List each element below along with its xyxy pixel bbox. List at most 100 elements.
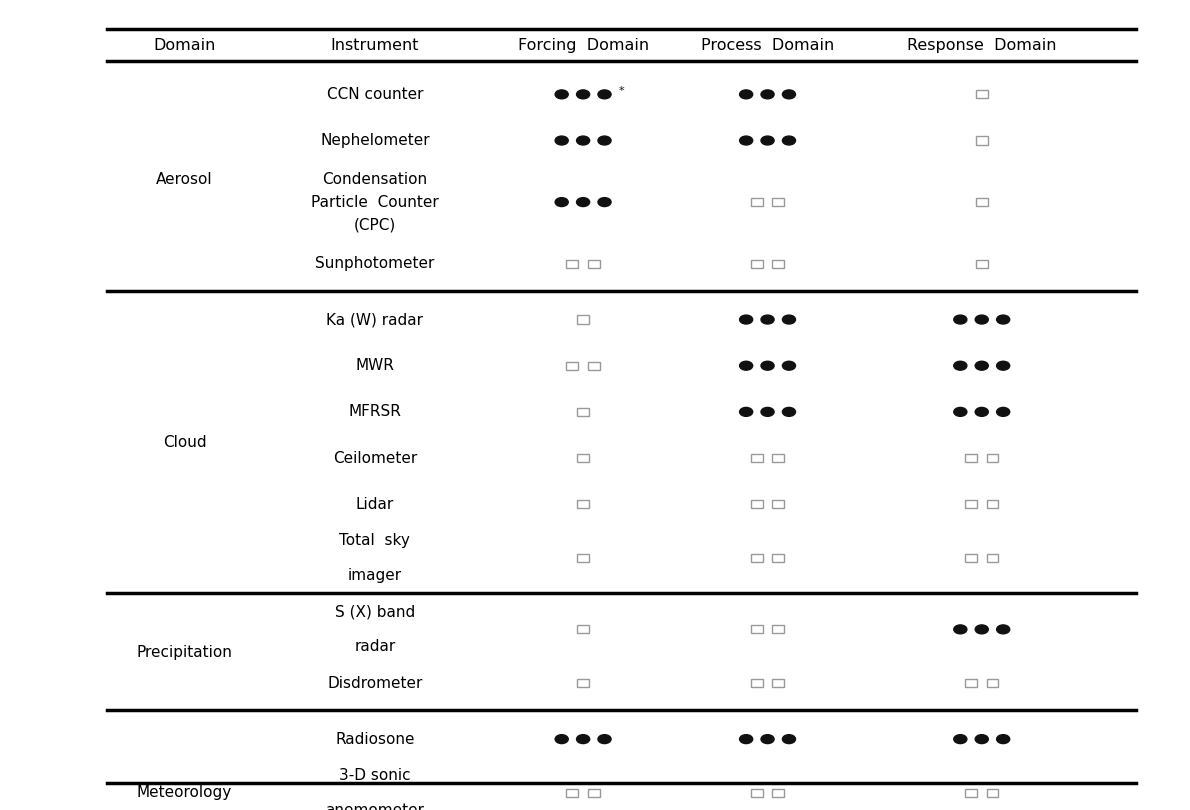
Text: Radiosone: Radiosone (336, 731, 414, 747)
Bar (566, 362, 578, 370)
Bar (976, 90, 988, 98)
Text: Ceilometer: Ceilometer (333, 450, 416, 466)
Bar (751, 680, 763, 688)
Circle shape (997, 735, 1009, 744)
Text: MWR: MWR (356, 358, 394, 373)
Circle shape (954, 361, 966, 370)
Text: Process  Domain: Process Domain (701, 38, 834, 53)
Text: Instrument: Instrument (331, 38, 419, 53)
Text: Meteorology: Meteorology (137, 786, 232, 800)
Circle shape (599, 90, 612, 99)
Bar (976, 136, 988, 145)
Bar (577, 680, 589, 688)
Circle shape (783, 315, 795, 324)
Circle shape (997, 625, 1009, 634)
Circle shape (762, 136, 775, 145)
Bar (987, 789, 998, 797)
Bar (751, 625, 763, 633)
Circle shape (954, 625, 966, 634)
Bar (577, 625, 589, 633)
Bar (772, 259, 784, 267)
Bar (751, 789, 763, 797)
Circle shape (976, 625, 989, 634)
Text: Response  Domain: Response Domain (907, 38, 1057, 53)
Circle shape (740, 407, 752, 416)
Text: imager: imager (347, 568, 402, 583)
Circle shape (954, 315, 966, 324)
Bar (751, 501, 763, 509)
Text: CCN counter: CCN counter (326, 87, 424, 102)
Circle shape (762, 735, 775, 744)
Circle shape (783, 90, 795, 99)
Circle shape (577, 198, 590, 207)
Circle shape (762, 361, 775, 370)
Bar (965, 789, 977, 797)
Circle shape (997, 361, 1009, 370)
Bar (566, 259, 578, 267)
Bar (751, 259, 763, 267)
Bar (577, 408, 589, 416)
Bar (772, 198, 784, 207)
Circle shape (976, 361, 989, 370)
Circle shape (740, 315, 752, 324)
Text: Particle  Counter: Particle Counter (311, 194, 439, 210)
Text: MFRSR: MFRSR (349, 404, 401, 420)
Text: Condensation: Condensation (322, 172, 427, 186)
Text: Precipitation: Precipitation (137, 645, 232, 660)
Text: Aerosol: Aerosol (156, 172, 213, 186)
Circle shape (997, 407, 1009, 416)
Circle shape (555, 735, 568, 744)
Text: Nephelometer: Nephelometer (320, 133, 430, 148)
Circle shape (954, 407, 966, 416)
Text: Total  sky: Total sky (339, 533, 411, 548)
Circle shape (577, 136, 590, 145)
Circle shape (976, 315, 989, 324)
Bar (577, 501, 589, 509)
Circle shape (783, 361, 795, 370)
Circle shape (954, 735, 966, 744)
Text: Disdrometer: Disdrometer (327, 676, 422, 691)
Text: anemometer: anemometer (325, 803, 425, 810)
Bar (965, 554, 977, 562)
Text: *: * (619, 86, 625, 96)
Circle shape (599, 735, 612, 744)
Circle shape (599, 198, 612, 207)
Circle shape (740, 361, 752, 370)
Text: Ka (W) radar: Ka (W) radar (326, 312, 424, 327)
Bar (987, 454, 998, 463)
Text: 3-D sonic: 3-D sonic (339, 768, 411, 783)
Text: Lidar: Lidar (356, 497, 394, 512)
Bar (566, 789, 578, 797)
Circle shape (577, 90, 590, 99)
Bar (772, 501, 784, 509)
Circle shape (740, 136, 752, 145)
Circle shape (783, 735, 795, 744)
Text: Forcing  Domain: Forcing Domain (518, 38, 649, 53)
Circle shape (783, 136, 795, 145)
Bar (772, 680, 784, 688)
Circle shape (740, 90, 752, 99)
Bar (772, 625, 784, 633)
Circle shape (762, 90, 775, 99)
Circle shape (997, 315, 1009, 324)
Bar (976, 198, 988, 207)
Bar (588, 259, 600, 267)
Circle shape (555, 198, 568, 207)
Bar (772, 454, 784, 463)
Text: Cloud: Cloud (163, 435, 206, 450)
Text: Domain: Domain (154, 38, 215, 53)
Text: radar: radar (355, 639, 395, 654)
Bar (751, 198, 763, 207)
Bar (588, 362, 600, 370)
Bar (987, 501, 998, 509)
Bar (577, 454, 589, 463)
Bar (987, 554, 998, 562)
Circle shape (577, 735, 590, 744)
Circle shape (740, 735, 752, 744)
Bar (965, 680, 977, 688)
Bar (772, 554, 784, 562)
Circle shape (783, 407, 795, 416)
Bar (987, 680, 998, 688)
Bar (976, 259, 988, 267)
Bar (588, 789, 600, 797)
